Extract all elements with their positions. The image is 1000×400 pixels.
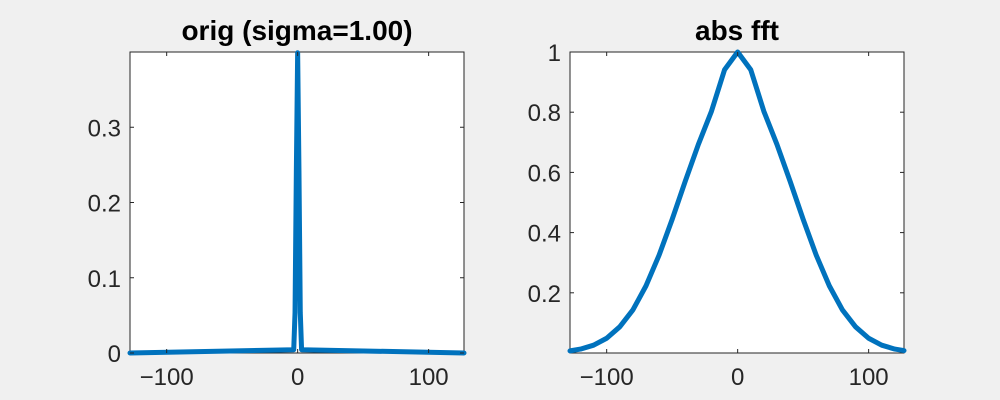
x-tick-label: −100 [140, 364, 194, 391]
y-tick-label: 0.2 [528, 281, 561, 308]
y-tick-label: 0.8 [528, 100, 561, 127]
y-tick-label: 1 [548, 40, 561, 67]
chart-title: orig (sigma=1.00) [181, 15, 412, 46]
x-tick-label: 100 [849, 364, 889, 391]
x-tick-label: 0 [731, 364, 744, 391]
chart-orig: −100 0 100 0 0.1 0.2 0.3 orig (sigma=1.00) [88, 15, 467, 391]
chart-title: abs fft [695, 15, 779, 46]
x-tick-label: 100 [409, 364, 449, 391]
y-tick-label: 0.3 [88, 115, 121, 142]
axes-frame [569, 51, 905, 354]
y-tick-label: 0.2 [88, 191, 121, 218]
plot-area: −100 0 100 0.2 0.4 0.6 0.8 1 [528, 40, 907, 391]
plot-area: −100 0 100 0 0.1 0.2 0.3 [88, 50, 467, 391]
y-tick-label: 0.6 [528, 160, 561, 187]
y-tick-label: 0.4 [528, 221, 561, 248]
y-tick-label: 0 [108, 341, 121, 368]
chart-abs-fft: −100 0 100 0.2 0.4 0.6 0.8 1 abs fft [528, 15, 907, 391]
x-tick-label: 0 [291, 364, 304, 391]
x-tick-label: −100 [580, 364, 634, 391]
y-tick-label: 0.1 [88, 266, 121, 293]
